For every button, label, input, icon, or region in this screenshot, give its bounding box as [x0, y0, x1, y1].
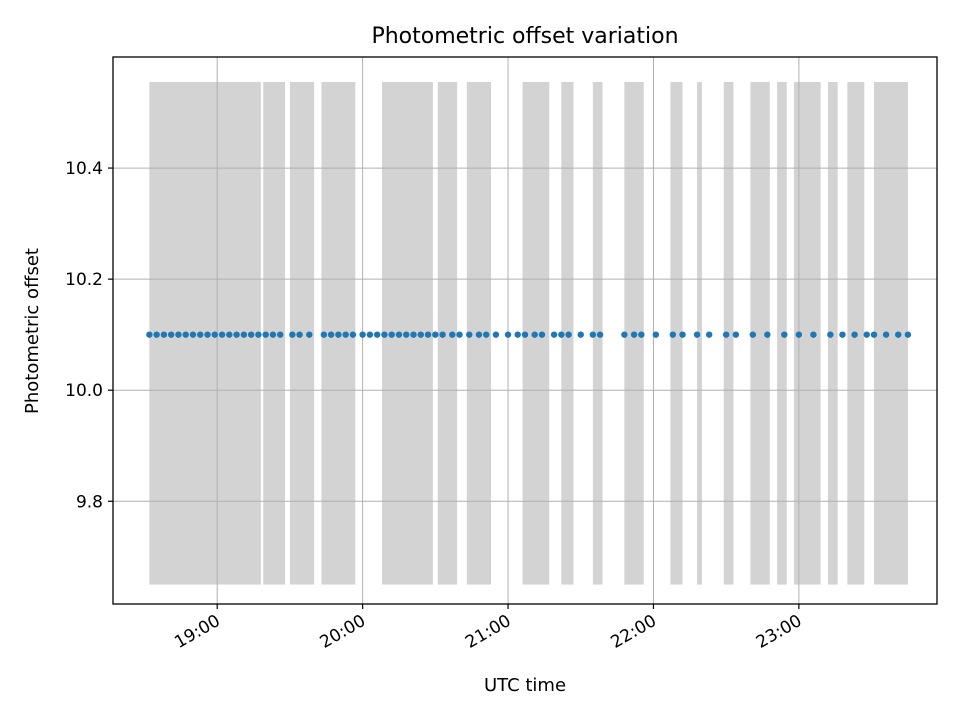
point-0-77 — [895, 331, 902, 338]
point-0-55 — [596, 331, 604, 338]
point-0-54 — [589, 331, 597, 338]
point-0-5 — [182, 331, 189, 338]
y-tick-label-0: 9.8 — [76, 492, 103, 512]
point-0-57 — [630, 331, 638, 338]
band-19 — [873, 81, 908, 585]
point-0-44 — [492, 331, 500, 338]
x-tick-label-1: 20:00 — [317, 611, 369, 653]
point-0-61 — [679, 331, 686, 338]
y-tick-label-2: 10.2 — [65, 270, 103, 290]
point-0-69 — [795, 331, 803, 338]
points-layer — [146, 331, 912, 338]
x-tick-label-3: 22:00 — [608, 611, 660, 653]
point-0-64 — [722, 331, 730, 338]
point-0-59 — [652, 331, 660, 338]
point-0-40 — [456, 331, 463, 338]
point-0-51 — [558, 331, 565, 338]
point-0-42 — [475, 331, 483, 338]
point-0-35 — [417, 331, 424, 338]
point-0-23 — [327, 331, 335, 338]
point-0-29 — [373, 331, 381, 338]
y-axis-title: Photometric offset — [22, 248, 43, 414]
point-0-19 — [289, 331, 296, 338]
point-0-58 — [638, 331, 645, 338]
band-14 — [750, 81, 770, 585]
point-0-52 — [565, 331, 572, 338]
point-0-15 — [255, 331, 262, 338]
point-0-48 — [531, 331, 538, 338]
x-tick-label-0: 19:00 — [171, 611, 223, 653]
point-0-33 — [403, 331, 410, 338]
point-0-45 — [504, 331, 512, 338]
point-0-70 — [810, 331, 817, 338]
point-0-41 — [466, 331, 473, 338]
point-0-53 — [577, 331, 584, 338]
point-0-46 — [514, 331, 521, 338]
point-0-16 — [262, 331, 269, 338]
point-0-32 — [395, 331, 403, 338]
point-0-50 — [550, 331, 558, 338]
point-0-25 — [342, 331, 349, 338]
point-0-12 — [233, 331, 240, 338]
point-0-62 — [693, 331, 701, 338]
x-tick-label-2: 21:00 — [462, 611, 514, 653]
point-0-74 — [863, 331, 870, 338]
point-0-0 — [146, 331, 153, 338]
point-0-20 — [296, 331, 303, 338]
point-0-73 — [851, 331, 858, 338]
point-0-1 — [153, 331, 160, 338]
y-tick-label-1: 10.0 — [65, 381, 103, 401]
point-0-9 — [211, 331, 218, 338]
point-0-13 — [240, 331, 248, 338]
point-0-22 — [320, 331, 328, 338]
point-0-3 — [167, 331, 175, 338]
point-0-27 — [359, 331, 366, 338]
point-0-24 — [335, 331, 342, 338]
point-0-60 — [669, 331, 677, 338]
point-0-6 — [189, 331, 197, 338]
y-tick-label-3: 10.4 — [65, 159, 103, 179]
chart-title: Photometric offset variation — [371, 24, 678, 49]
point-0-18 — [277, 331, 284, 338]
grid-layer — [113, 57, 937, 604]
point-0-49 — [538, 331, 546, 338]
point-0-63 — [705, 331, 713, 338]
point-0-78 — [904, 331, 912, 338]
point-0-10 — [218, 331, 226, 338]
point-0-4 — [175, 331, 182, 338]
point-0-17 — [269, 331, 277, 338]
point-0-47 — [521, 331, 529, 338]
point-0-65 — [732, 331, 740, 338]
point-0-72 — [839, 331, 846, 338]
x-tick-label-4: 23:00 — [753, 611, 805, 653]
point-0-36 — [424, 331, 432, 338]
point-0-76 — [882, 331, 890, 338]
x-axis-title: UTC time — [484, 675, 566, 696]
point-0-28 — [366, 331, 374, 338]
point-0-56 — [621, 331, 628, 338]
point-0-14 — [247, 331, 255, 338]
plot-frame — [112, 56, 938, 605]
point-0-21 — [306, 331, 313, 338]
point-0-37 — [432, 331, 439, 338]
point-0-39 — [449, 331, 456, 338]
point-0-68 — [781, 331, 788, 338]
band-11 — [670, 81, 683, 585]
point-0-43 — [483, 331, 490, 338]
point-0-2 — [160, 331, 168, 338]
point-0-26 — [349, 331, 357, 338]
point-0-11 — [226, 331, 233, 338]
point-0-38 — [439, 331, 446, 338]
point-0-30 — [381, 331, 388, 338]
point-0-8 — [204, 331, 211, 338]
point-0-75 — [870, 331, 878, 338]
point-0-31 — [388, 331, 395, 338]
band-5 — [437, 81, 458, 585]
point-0-7 — [197, 331, 204, 338]
point-0-66 — [749, 331, 757, 338]
point-0-71 — [827, 331, 834, 338]
point-0-67 — [764, 331, 771, 338]
point-0-34 — [410, 331, 417, 338]
